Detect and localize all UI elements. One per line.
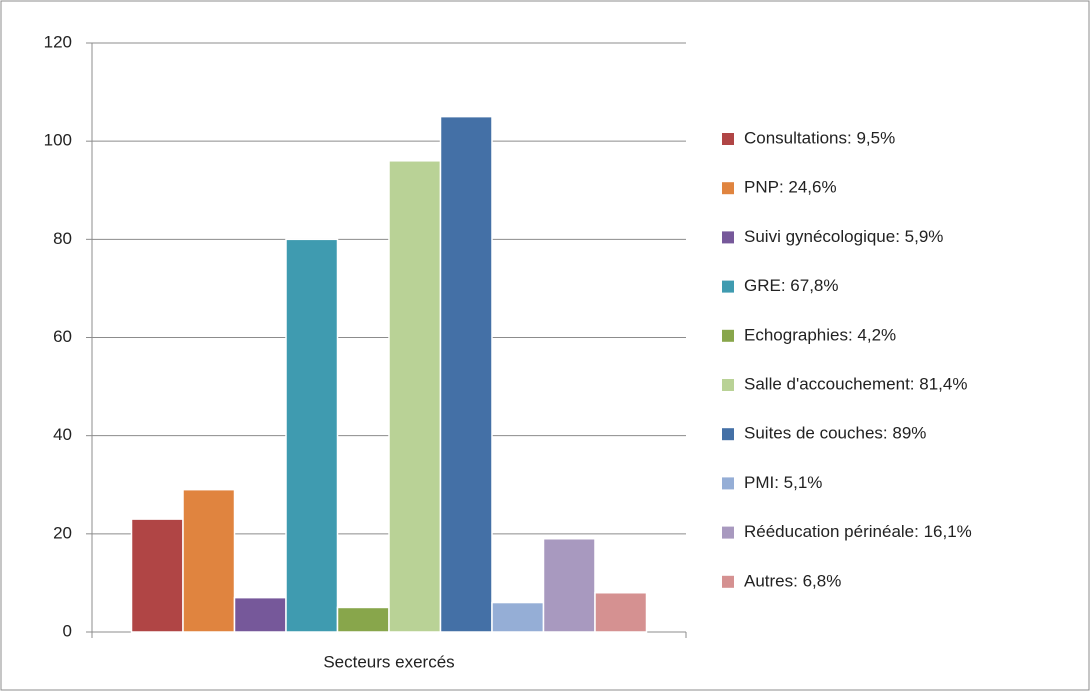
legend-swatch [722, 428, 734, 441]
legend-swatch [722, 280, 734, 293]
legend-label: Echographies: 4,2% [744, 325, 896, 344]
legend-swatch [722, 575, 734, 588]
legend-label: Suivi gynécologique: 5,9% [744, 227, 943, 246]
legend-label: PMI: 5,1% [744, 473, 822, 492]
legend-label: Salle d'accouchement: 81,4% [744, 374, 967, 393]
bar [439, 115, 493, 633]
legend-swatch [722, 182, 734, 195]
legend-label: Consultations: 9,5% [744, 128, 895, 147]
y-tick-label: 100 [44, 131, 72, 150]
bar [233, 596, 287, 633]
y-tick-label: 80 [53, 229, 72, 248]
legend-swatch [722, 526, 734, 539]
y-tick-label: 20 [53, 523, 72, 542]
bar [594, 591, 648, 633]
y-tick-label: 40 [53, 425, 72, 444]
legend-label: GRE: 67,8% [744, 276, 839, 295]
legend-swatch [722, 379, 734, 391]
bar [491, 601, 545, 633]
bar [388, 160, 442, 633]
legend-swatch [722, 133, 734, 145]
legend-swatch [722, 477, 734, 490]
legend-label: Suites de couches: 89% [744, 424, 926, 443]
legend-swatch [722, 329, 734, 342]
x-tick-label: Secteurs exercés [323, 652, 454, 671]
y-tick-label: 120 [44, 32, 72, 51]
bar [542, 537, 596, 633]
legend-label: Rééducation périnéale: 16,1% [744, 522, 972, 541]
bar [182, 488, 236, 633]
legend-label: Autres: 6,8% [744, 571, 841, 590]
legend-swatch [722, 231, 734, 244]
bar [336, 606, 390, 633]
y-tick-label: 60 [53, 327, 72, 346]
y-tick-label: 0 [63, 621, 72, 640]
legend-label: PNP: 24,6% [744, 178, 837, 197]
bar [130, 518, 184, 633]
bar [285, 238, 339, 633]
